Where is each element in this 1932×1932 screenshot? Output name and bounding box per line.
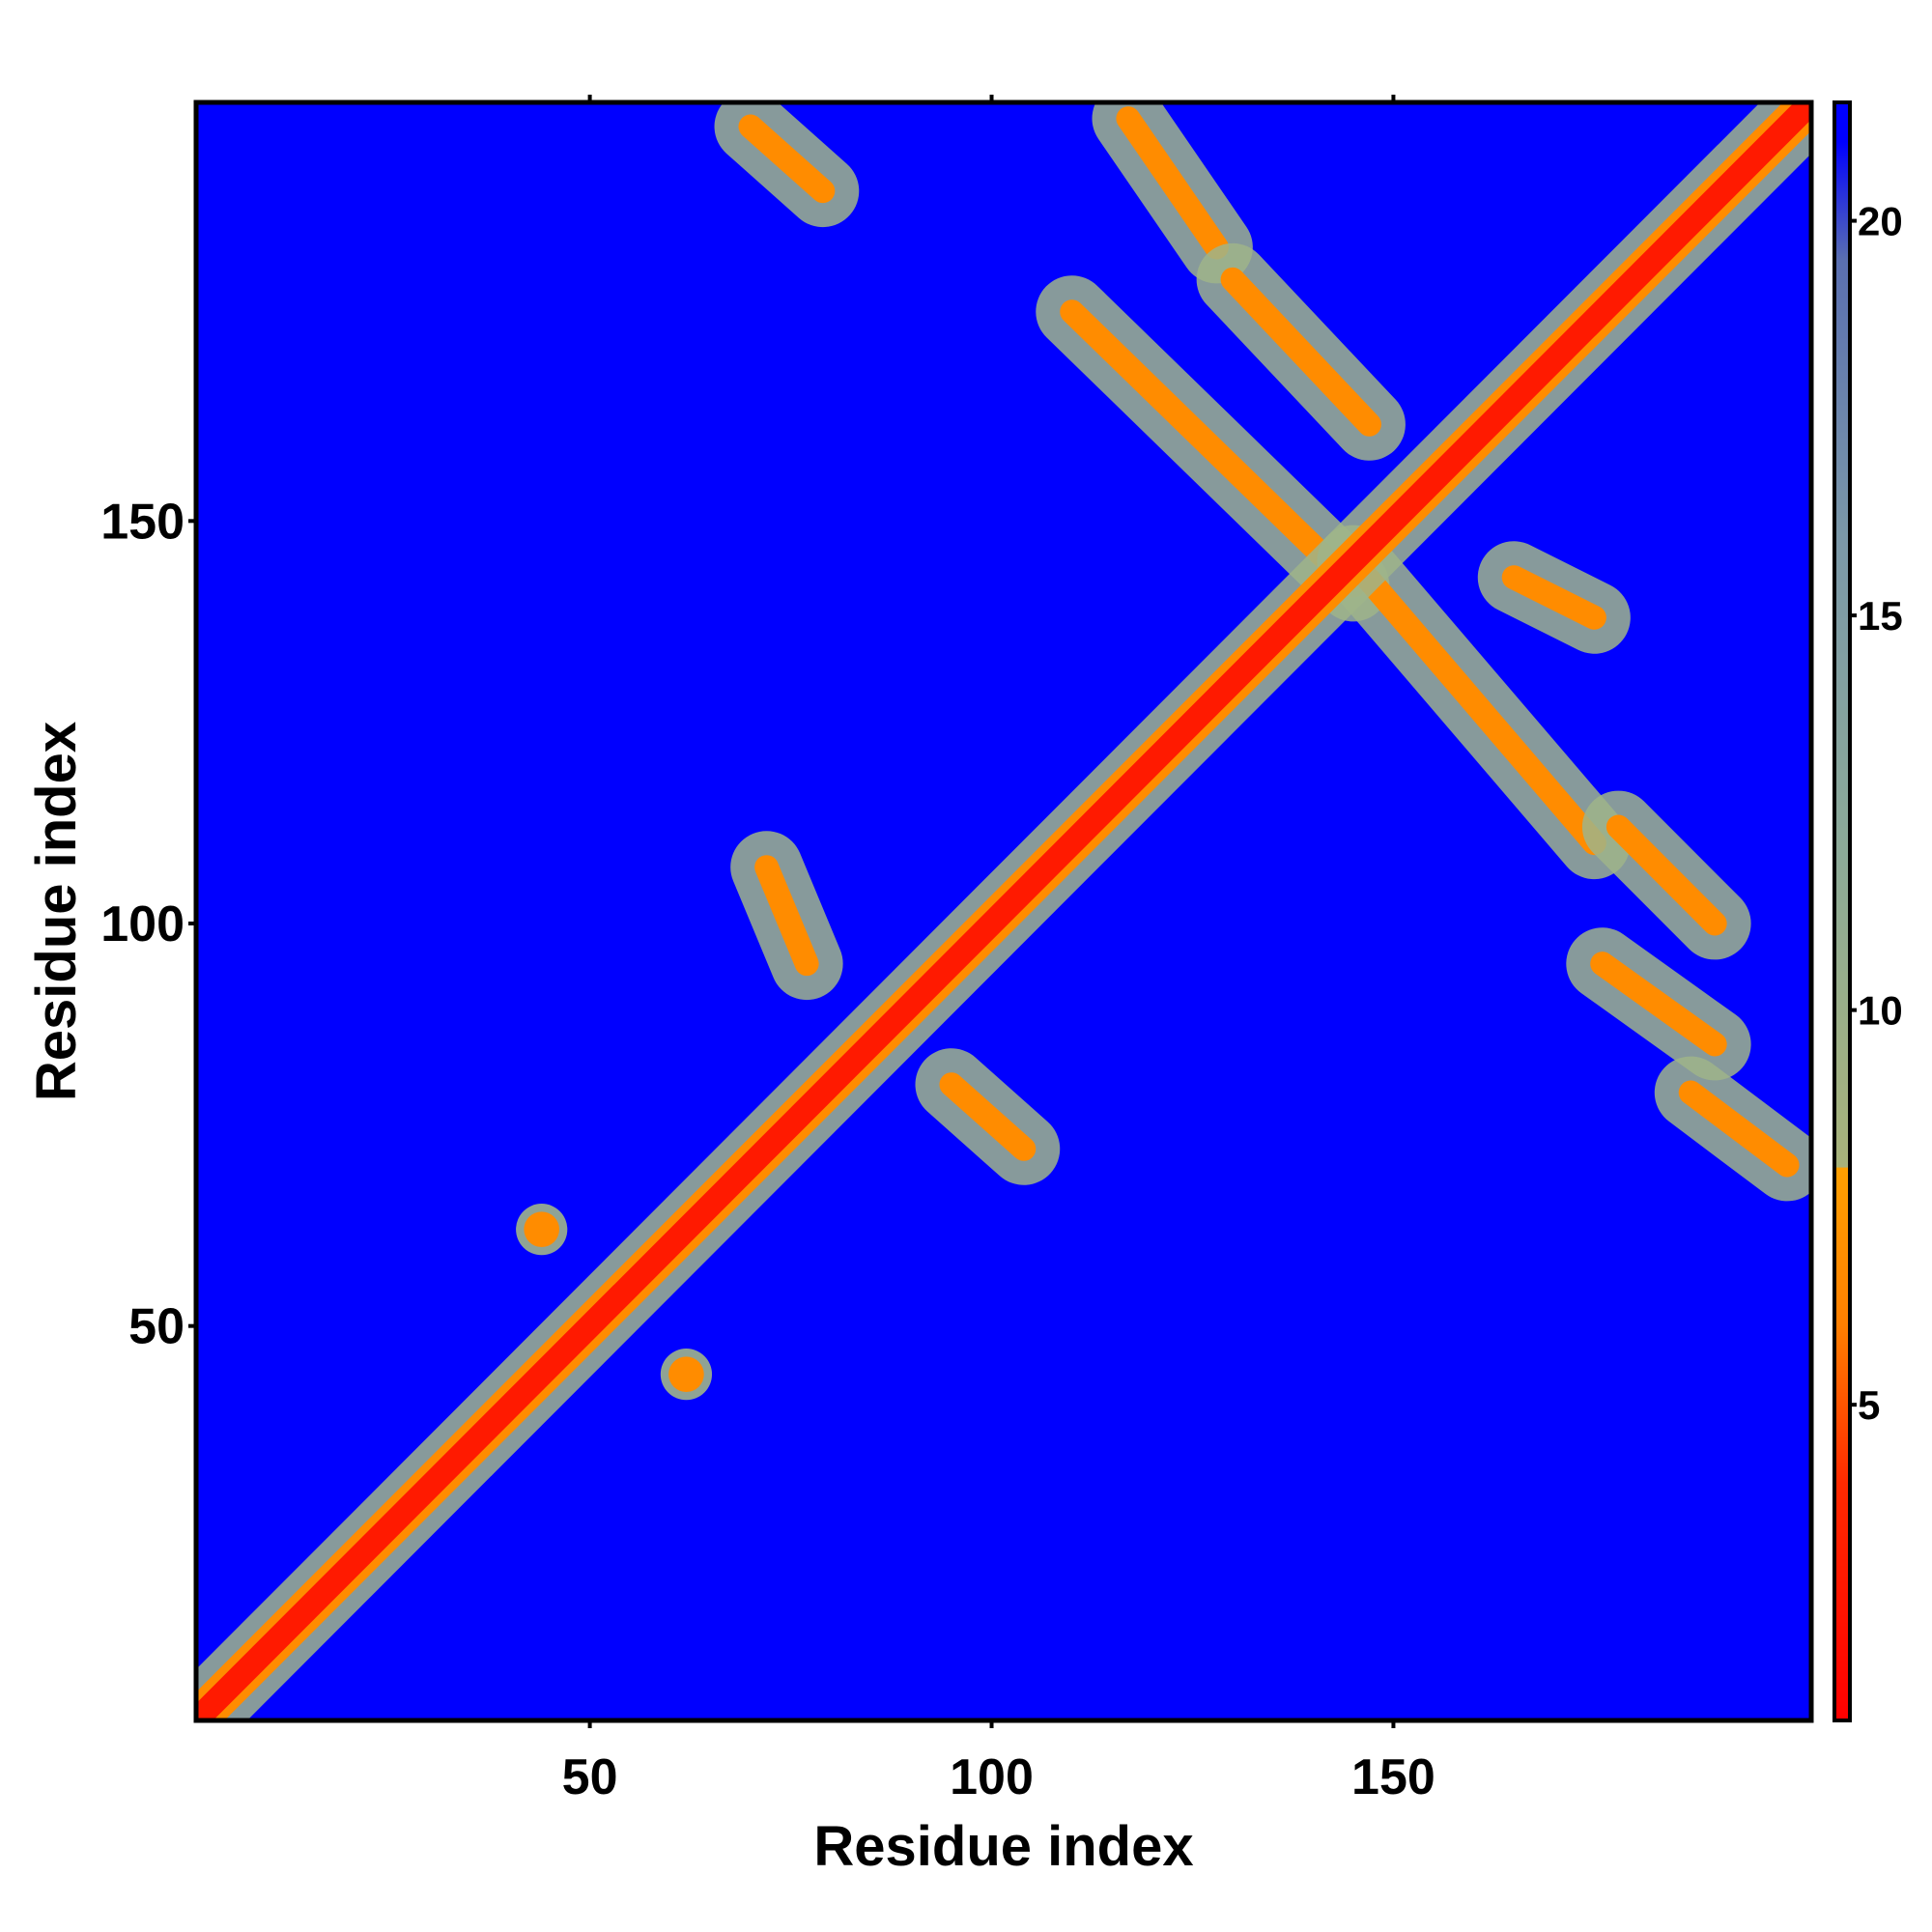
colorbar-ticks: 5 10 15 20 xyxy=(1850,199,1903,1428)
colorbar-gradient xyxy=(1833,100,1852,1722)
contact-spot xyxy=(668,1356,704,1392)
heatmap-cells xyxy=(196,102,1811,1720)
contact-band xyxy=(1678,1080,1800,1178)
x-tick-label: 50 xyxy=(562,1749,618,1805)
contact-band xyxy=(1060,299,1366,598)
contact-band xyxy=(1341,549,1606,856)
colorbar: 5 10 15 20 xyxy=(1833,100,1903,1722)
colorbar-tick-label: 20 xyxy=(1858,199,1903,244)
colorbar-tick-label: 5 xyxy=(1858,1382,1880,1428)
plot-frame xyxy=(193,99,1814,1723)
contact-band xyxy=(1605,814,1727,936)
contact-band xyxy=(1501,565,1606,630)
contact-band xyxy=(1590,952,1727,1057)
top-axis-ticks xyxy=(587,95,1396,102)
x-axis-label: Residue index xyxy=(813,1815,1193,1878)
contact-band xyxy=(1116,106,1229,260)
contact-band xyxy=(754,855,819,977)
y-tick-label: 150 xyxy=(100,494,185,550)
y-tick-label: 100 xyxy=(100,896,185,952)
y-tick-label: 50 xyxy=(128,1299,185,1355)
colorbar-tick-label: 15 xyxy=(1858,593,1903,639)
y-axis: 50 100 150 xyxy=(100,494,196,1355)
x-tick-label: 100 xyxy=(950,1749,1034,1805)
y-axis-label: Residue index xyxy=(25,722,88,1101)
contact-band xyxy=(1220,267,1381,437)
colorbar-tick-label: 10 xyxy=(1858,988,1903,1034)
contact-band xyxy=(939,1072,1037,1161)
x-axis: 50 100 150 xyxy=(562,1720,1435,1805)
x-tick-label: 150 xyxy=(1351,1749,1435,1805)
diagonal-core xyxy=(196,102,1811,1720)
contact-spot xyxy=(524,1211,559,1247)
heatmap-plot-area xyxy=(193,99,1814,1723)
contact-band xyxy=(738,114,836,204)
